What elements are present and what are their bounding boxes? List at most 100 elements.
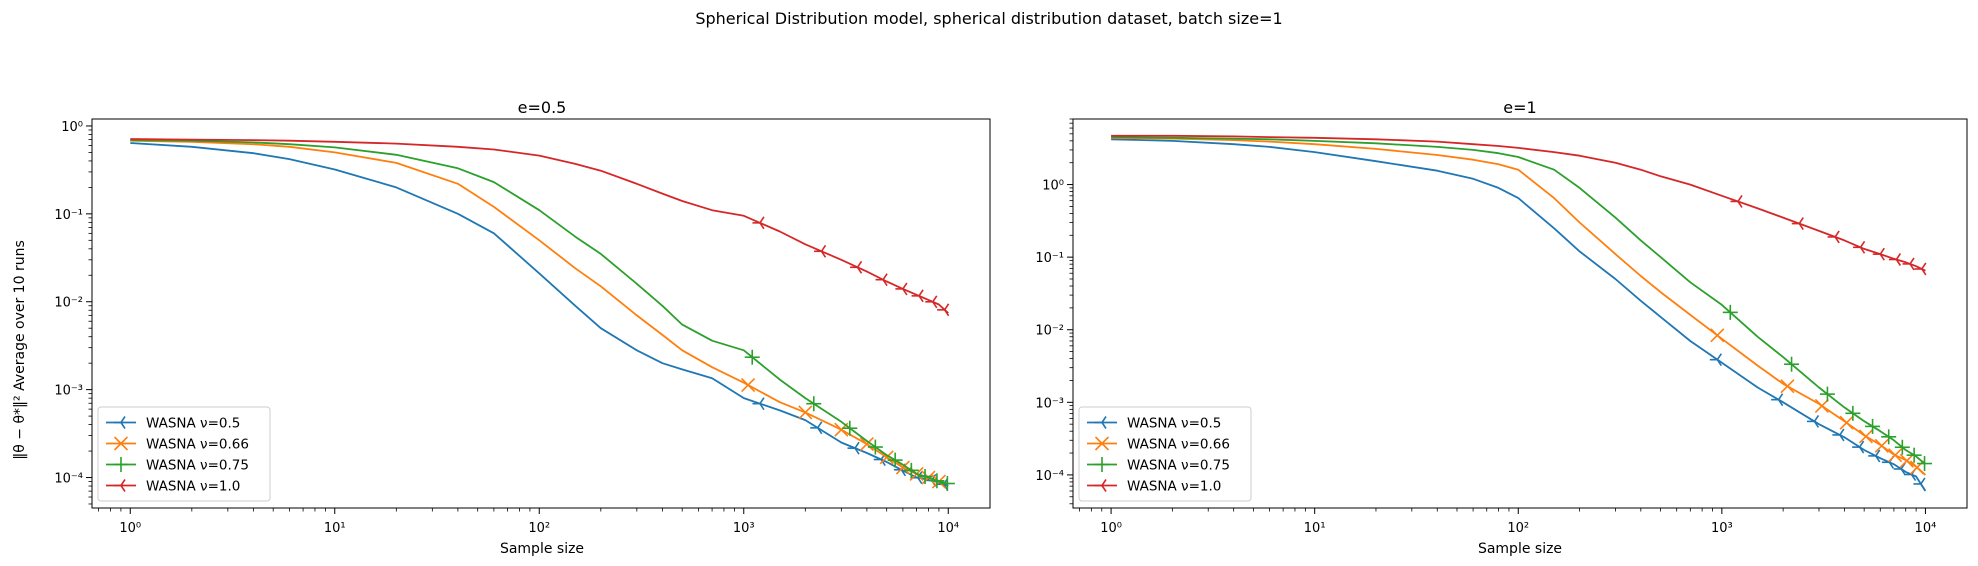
- legend-marker: [113, 416, 126, 429]
- series-marker: [1914, 262, 1927, 276]
- series-marker: [842, 420, 858, 436]
- series-marker: [1902, 257, 1915, 271]
- y-axis: 10⁻⁴ 10⁻³ 10⁻² 10⁻¹ 10⁰: [54, 120, 92, 505]
- y-tick-label: 10⁻³: [1035, 396, 1064, 411]
- legend-marker: [1094, 457, 1110, 472]
- series-marker: [887, 452, 903, 468]
- x-tick-label: 10¹: [324, 521, 346, 536]
- subplot-title: e=1: [1503, 98, 1536, 117]
- series-marker: [1814, 398, 1829, 413]
- series-marker: [1730, 195, 1743, 208]
- legend-label: WASNA ν=1.0: [1127, 479, 1221, 495]
- series-marker: [1852, 440, 1865, 454]
- series-marker: [1709, 353, 1722, 367]
- series-marker: [859, 437, 874, 452]
- series-marker: [1839, 415, 1854, 430]
- series-marker: [1865, 418, 1881, 434]
- legend-box: [97, 406, 271, 502]
- series-marker: [895, 460, 910, 475]
- legend-marker: [1094, 479, 1107, 492]
- series-marker: [1913, 477, 1926, 491]
- series-line: [130, 139, 949, 485]
- y-tick-label: 10⁻¹: [1035, 251, 1064, 266]
- series-marker: [1894, 439, 1910, 455]
- y-tick-label: 10⁻⁴: [54, 472, 83, 487]
- series-line: [1111, 134, 1926, 272]
- legend-marker: [113, 479, 126, 492]
- legend-label: WASNA ν=0.66: [146, 437, 249, 453]
- legend: WASNA ν=0.5 WASNA ν=0.66 WASNA ν=0.75 WASNA…: [97, 406, 271, 502]
- legend-marker: [113, 457, 129, 472]
- plot-area: [130, 138, 955, 492]
- series-marker: [1780, 379, 1795, 394]
- legend-label: WASNA ν=0.5: [146, 416, 240, 432]
- legend-marker: [1094, 416, 1107, 429]
- y-tick-label: 10⁻²: [54, 296, 83, 311]
- series-marker: [1771, 393, 1784, 407]
- y-axis: 10⁻⁴ 10⁻³ 10⁻² 10⁻¹ 10⁰: [1035, 118, 1073, 505]
- y-tick-label: 10⁻²: [1035, 324, 1064, 339]
- legend-label: WASNA ν=0.5: [1127, 416, 1221, 432]
- series-marker: [850, 260, 863, 274]
- series-marker: [752, 397, 765, 411]
- series-marker: [1827, 230, 1840, 244]
- series-marker: [1888, 448, 1903, 463]
- series-marker: [1832, 428, 1845, 442]
- series-marker: [1906, 447, 1922, 463]
- legend-marker: [113, 436, 129, 451]
- axes-frame: [1072, 118, 1968, 509]
- subplot-left: e=0.5 Sample size 10⁰ 10¹ 10² 10³ 10⁴10⁻⁴10⁻…: [54, 98, 991, 557]
- series-marker: [1868, 449, 1881, 463]
- series-marker: [741, 377, 756, 393]
- figure-suptitle: Spherical Distribution model, spherical …: [695, 9, 1282, 28]
- series-marker: [847, 441, 860, 455]
- legend-item: WASNA ν=0.5: [1087, 416, 1221, 432]
- series-marker: [744, 349, 760, 365]
- series-marker: [1784, 356, 1800, 372]
- x-tick-label: 10⁰: [1100, 521, 1122, 536]
- series-marker: [1899, 453, 1914, 468]
- x-tick-label: 10²: [528, 521, 550, 536]
- series-marker: [1881, 429, 1897, 445]
- legend-item: WASNA ν=0.66: [1087, 436, 1230, 453]
- x-axis: 10⁰ 10¹ 10² 10³ 10⁴: [1079, 508, 1937, 536]
- series-marker: [929, 473, 945, 489]
- figure-ylabel: ‖θ − θ*‖² Average over 10 runs: [12, 240, 28, 460]
- legend-item: WASNA ν=0.66: [106, 436, 249, 453]
- y-tick-label: 10⁻⁴: [1035, 469, 1064, 484]
- series-marker: [1722, 304, 1738, 320]
- series-line: [1111, 136, 1926, 465]
- x-axis-label: Sample size: [1478, 541, 1562, 557]
- series-marker: [810, 421, 823, 435]
- x-tick-label: 10⁴: [1915, 521, 1937, 536]
- subplot-title: e=0.5: [518, 98, 567, 117]
- legend-item: WASNA ν=0.75: [106, 457, 249, 474]
- legend-marker: [1094, 436, 1110, 451]
- legend-label: WASNA ν=0.75: [146, 458, 249, 474]
- series-marker: [1888, 253, 1902, 266]
- x-tick-label: 10⁰: [119, 521, 141, 536]
- series-marker: [917, 468, 933, 484]
- series-marker: [1874, 438, 1889, 453]
- y-tick-label: 10⁻³: [54, 384, 83, 399]
- legend-item: WASNA ν=0.75: [1087, 457, 1230, 474]
- series-marker: [903, 462, 919, 478]
- series-marker: [814, 244, 827, 258]
- series-marker: [911, 289, 924, 303]
- series-marker: [1858, 429, 1873, 444]
- series-marker: [1819, 386, 1835, 402]
- series-marker: [925, 295, 938, 309]
- x-tick-label: 10²: [1507, 521, 1529, 536]
- x-axis-label: Sample size: [500, 541, 584, 557]
- subplot-right: e=1 Sample size 10⁰ 10¹ 10² 10³ 10⁴10⁻⁴10⁻³1…: [1035, 98, 1968, 557]
- x-tick-label: 10¹: [1304, 521, 1326, 536]
- series-marker: [867, 439, 883, 455]
- y-tick-label: 10⁰: [1042, 179, 1064, 194]
- series-marker: [1853, 240, 1866, 254]
- y-tick-label: 10⁰: [61, 120, 83, 135]
- series-marker: [1845, 405, 1861, 421]
- legend: WASNA ν=0.5 WASNA ν=0.66 WASNA ν=0.75 WASNA…: [1078, 406, 1252, 502]
- series-marker: [939, 476, 955, 492]
- series-line: [130, 138, 949, 314]
